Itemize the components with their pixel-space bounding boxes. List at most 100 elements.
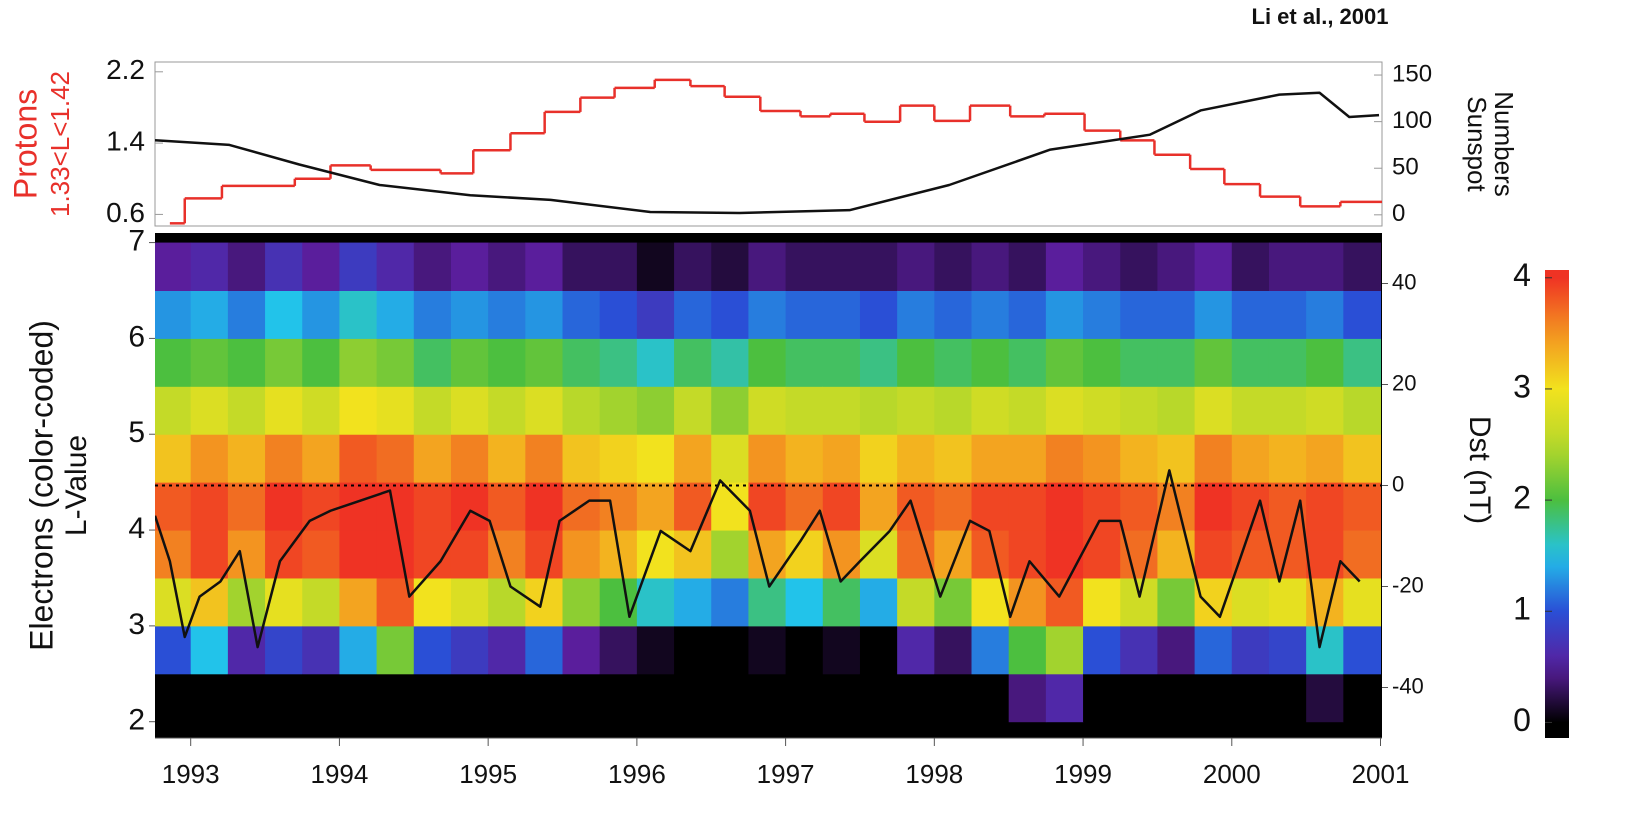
- heat-cell: [1120, 434, 1158, 483]
- heat-cell: [1008, 290, 1047, 339]
- heat-cell: [934, 290, 973, 339]
- y2-tick-label: 0: [1392, 471, 1404, 496]
- heat-cell: [413, 625, 452, 675]
- heat-cell: [859, 386, 898, 435]
- heat-cell: [748, 290, 787, 339]
- heat-cell: [599, 673, 638, 723]
- heat-cell: [1343, 290, 1382, 339]
- heat-cell: [1194, 625, 1233, 675]
- heat-cell: [376, 338, 415, 387]
- heat-cell: [748, 673, 787, 723]
- heat-cell: [1157, 290, 1196, 339]
- y-tick-label: 2.2: [106, 54, 145, 85]
- heat-cell: [748, 242, 787, 291]
- heat-cell: [413, 434, 452, 483]
- heat-cell: [339, 625, 378, 675]
- heat-cell: [897, 482, 935, 531]
- heat-cell: [190, 338, 229, 387]
- heat-cell: [155, 290, 192, 339]
- heat-cell: [562, 577, 601, 627]
- heat-cell: [1120, 290, 1158, 339]
- heat-cell: [1120, 673, 1158, 723]
- heat-cell: [1045, 530, 1084, 579]
- heat-cell: [1083, 242, 1121, 291]
- heat-cell: [785, 290, 824, 339]
- y2-tick-label: 20: [1392, 370, 1416, 395]
- heat-cell: [302, 290, 340, 339]
- heat-cell: [748, 625, 787, 675]
- heat-cell: [302, 434, 340, 483]
- heat-cell: [1343, 434, 1382, 483]
- heat-cell: [488, 338, 526, 387]
- x-tick-label: 1995: [459, 759, 517, 789]
- heat-cell: [636, 386, 675, 435]
- heat-cell: [859, 625, 898, 675]
- heat-cell: [1045, 242, 1084, 291]
- heat-cell: [822, 482, 861, 531]
- heat-cell: [488, 242, 526, 291]
- heat-cell: [1268, 530, 1307, 579]
- heat-cell: [859, 242, 898, 291]
- heat-cell: [1306, 242, 1344, 291]
- heat-cell: [1083, 673, 1121, 723]
- heat-cell: [1343, 242, 1382, 291]
- heat-cell: [674, 577, 712, 627]
- heat-cell: [674, 386, 712, 435]
- colorbar-tick-label: 1: [1513, 591, 1531, 627]
- heat-cell: [190, 386, 229, 435]
- heat-cell: [1306, 386, 1344, 435]
- heat-cell: [822, 290, 861, 339]
- heat-cell: [785, 577, 824, 627]
- heat-cell: [265, 577, 303, 627]
- heat-cell: [1194, 338, 1233, 387]
- heat-cell: [599, 577, 638, 627]
- heat-cell: [227, 673, 266, 723]
- heat-cell: [265, 386, 303, 435]
- heat-cell: [302, 242, 340, 291]
- heat-cell: [450, 242, 489, 291]
- heat-cell: [302, 386, 340, 435]
- heat-cell: [525, 386, 564, 435]
- y-tick-label: 7: [128, 225, 145, 258]
- heat-cell: [897, 290, 935, 339]
- heat-cell: [785, 434, 824, 483]
- y2-tick-label: -40: [1392, 673, 1424, 698]
- heat-cell: [934, 673, 973, 723]
- heat-cell: [227, 434, 266, 483]
- y-label: Electrons (color-coded): [23, 320, 59, 651]
- heat-cell: [376, 290, 415, 339]
- x-tick-label: 1997: [757, 759, 815, 789]
- heat-cell: [1120, 386, 1158, 435]
- heat-cell: [822, 673, 861, 723]
- heat-cell: [1306, 625, 1344, 675]
- x-tick-label: 1998: [905, 759, 963, 789]
- heat-cell: [1231, 530, 1270, 579]
- heat-cell: [859, 482, 898, 531]
- heat-cell: [711, 434, 749, 483]
- heat-cell: [674, 242, 712, 291]
- heat-cell: [971, 673, 1010, 723]
- heat-cell: [636, 625, 675, 675]
- heat-cell: [155, 577, 192, 627]
- heat-cell: [525, 290, 564, 339]
- y-label-sub: 1.33<L<1.42: [45, 71, 75, 217]
- heat-cell: [1008, 434, 1047, 483]
- heat-cell: [562, 673, 601, 723]
- heat-cell: [785, 386, 824, 435]
- heat-cell: [488, 386, 526, 435]
- heat-cell: [897, 673, 935, 723]
- heat-cell: [1045, 386, 1084, 435]
- heat-cell: [525, 242, 564, 291]
- x-tick-label: 1993: [162, 759, 220, 789]
- heat-cell: [450, 434, 489, 483]
- heat-cell: [1157, 386, 1196, 435]
- heat-cell: [674, 673, 712, 723]
- heat-cell: [711, 673, 749, 723]
- y2-label: Dst (nT): [1463, 416, 1496, 524]
- heat-cell: [1268, 290, 1307, 339]
- heat-cell: [1343, 673, 1382, 723]
- y-tick-label: 0.6: [106, 197, 145, 228]
- heat-cell: [934, 386, 973, 435]
- colorbar-tick-label: 4: [1513, 257, 1531, 293]
